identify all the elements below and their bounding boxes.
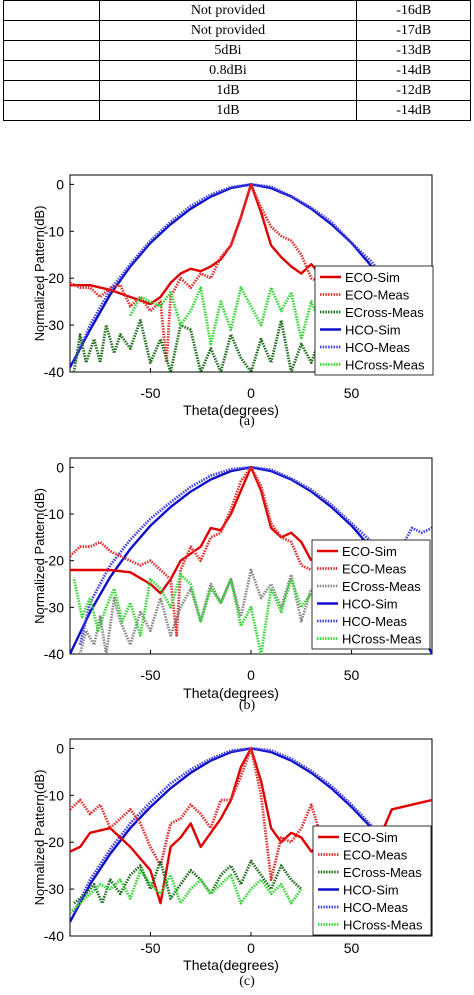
x-tick-label: 50	[344, 385, 360, 401]
legend-label: HCO-Sim	[343, 883, 399, 898]
legend-label: ECross-Meas	[343, 865, 422, 880]
table-cell	[3, 40, 100, 61]
y-tick-label: -30	[44, 599, 64, 615]
table-cell: Not provided	[98, 20, 358, 41]
legend-label: ECO-Sim	[342, 544, 397, 559]
legend-label: HCross-Meas	[342, 632, 422, 647]
y-tick-label: -20	[44, 270, 64, 286]
y-tick-label: -40	[44, 928, 64, 944]
legend-label: HCross-Meas	[343, 918, 423, 933]
y-axis-label: Normalized Pattern(dB)	[32, 770, 47, 906]
table-cell	[3, 100, 100, 121]
series-line-eco-sim	[70, 466, 313, 595]
series-line-ecross-meas	[72, 318, 353, 372]
y-tick-label: -10	[44, 787, 64, 803]
table-row: 1dB -14dB	[3, 100, 471, 121]
x-tick-label: 50	[344, 667, 360, 683]
series-line-hco-meas	[78, 465, 432, 646]
x-tick-label: 50	[344, 940, 360, 956]
table-row: Not provided -16dB	[3, 0, 471, 21]
table-cell: -12dB	[356, 80, 471, 101]
y-tick-label: -40	[44, 646, 64, 662]
legend-label: ECO-Sim	[343, 830, 398, 845]
table-cell: -14dB	[356, 100, 471, 121]
legend-label: ECO-Sim	[345, 270, 400, 285]
series-line-eco-meas	[70, 746, 352, 882]
table-cell	[3, 20, 100, 41]
y-tick-label: 0	[56, 740, 64, 756]
legend-label: ECross-Meas	[345, 305, 424, 320]
y-tick-label: 0	[56, 459, 64, 475]
legend-label: HCross-Meas	[345, 358, 425, 373]
table-cell: 1dB	[98, 80, 358, 101]
series-line-hcross-meas	[70, 868, 303, 914]
table-cell	[3, 80, 100, 101]
spec-table: Not provided -16dB Not provided -17dB 5dBi -1…	[3, 0, 471, 121]
series-line-ecross-meas	[78, 568, 313, 654]
legend: ECO-Sim ECO-Meas ECross-Meas HCO-Sim HCO-Mea…	[311, 539, 431, 650]
chart-a: -50 0 50 0 -10 -20 -30 -40 Theta(degrees) Normali…	[32, 174, 434, 418]
table-cell: -14dB	[356, 60, 471, 81]
x-tick-label: 0	[247, 667, 255, 683]
legend: ECO-Sim ECO-Meas ECross-Meas HCO-Sim HCO-Mea…	[314, 265, 434, 376]
legend-label: HCO-Meas	[342, 614, 408, 629]
chart-b: -50 0 50 0 -10 -20 -30 -40 Theta(degrees) Normali…	[32, 457, 433, 701]
x-axis-label: Theta(degrees)	[183, 957, 279, 973]
legend-label: ECO-Meas	[345, 288, 410, 303]
y-tick-label: -30	[44, 317, 64, 333]
y-axis-label: Normalized Pattern(dB)	[32, 488, 47, 624]
legend-box	[311, 539, 431, 650]
legend-label: ECross-Meas	[342, 579, 421, 594]
table-cell: -13dB	[356, 40, 471, 61]
legend-box	[314, 265, 434, 376]
legend-box	[312, 825, 432, 936]
legend-label: ECO-Meas	[342, 562, 407, 577]
legend-label: HCO-Sim	[345, 323, 401, 338]
x-tick-label: -50	[140, 940, 160, 956]
y-tick-label: -10	[44, 223, 64, 239]
table-row: 5dBi -13dB	[3, 40, 471, 61]
table-row: Not provided -17dB	[3, 20, 471, 41]
y-axis-label: Normalized Pattern(dB)	[32, 206, 47, 342]
y-tick-label: -40	[44, 364, 64, 380]
series-line-ecross-meas	[73, 859, 303, 905]
x-tick-label: 0	[247, 940, 255, 956]
chart-c: -50 0 50 0 -10 -20 -30 -40 Theta(degrees) Normali…	[32, 738, 433, 973]
table-row: 0.8dBi -14dB	[3, 60, 471, 81]
x-tick-label: 0	[247, 385, 255, 401]
series-line-hcross-meas	[72, 573, 313, 654]
y-tick-label: -20	[44, 553, 64, 569]
x-tick-label: -50	[140, 385, 160, 401]
table-cell: 5dBi	[98, 40, 358, 61]
table-row: 1dB -12dB	[3, 80, 471, 101]
table-cell: Not provided	[98, 0, 358, 21]
x-tick-label: -50	[140, 667, 160, 683]
table-cell: -17dB	[356, 20, 471, 41]
spec-table-fragment: Not provided -16dB Not provided -17dB 5dBi -1…	[3, 0, 471, 121]
x-axis-label: Theta(degrees)	[183, 402, 279, 418]
caption-a: (a)	[239, 414, 255, 429]
legend-label: HCO-Meas	[345, 340, 411, 355]
legend-label: HCO-Sim	[342, 597, 398, 612]
legend-label: HCO-Meas	[343, 900, 409, 915]
y-tick-label: -10	[44, 506, 64, 522]
table-cell: 0.8dBi	[98, 60, 358, 81]
series-line-eco-meas	[70, 465, 312, 637]
y-tick-label: -20	[44, 834, 64, 850]
table-cell	[3, 60, 100, 81]
y-tick-label: 0	[56, 176, 64, 192]
series-line-eco-meas	[70, 182, 353, 365]
table-cell: -16dB	[356, 0, 471, 21]
caption-c: (c)	[239, 974, 255, 989]
y-tick-label: -30	[44, 881, 64, 897]
table-cell	[3, 0, 100, 21]
caption-b: (b)	[238, 698, 256, 713]
legend-label: ECO-Meas	[343, 848, 408, 863]
x-axis-label: Theta(degrees)	[183, 685, 279, 701]
table-cell: 1dB	[98, 100, 358, 121]
legend: ECO-Sim ECO-Meas ECross-Meas HCO-Sim HCO-Mea…	[312, 825, 432, 936]
